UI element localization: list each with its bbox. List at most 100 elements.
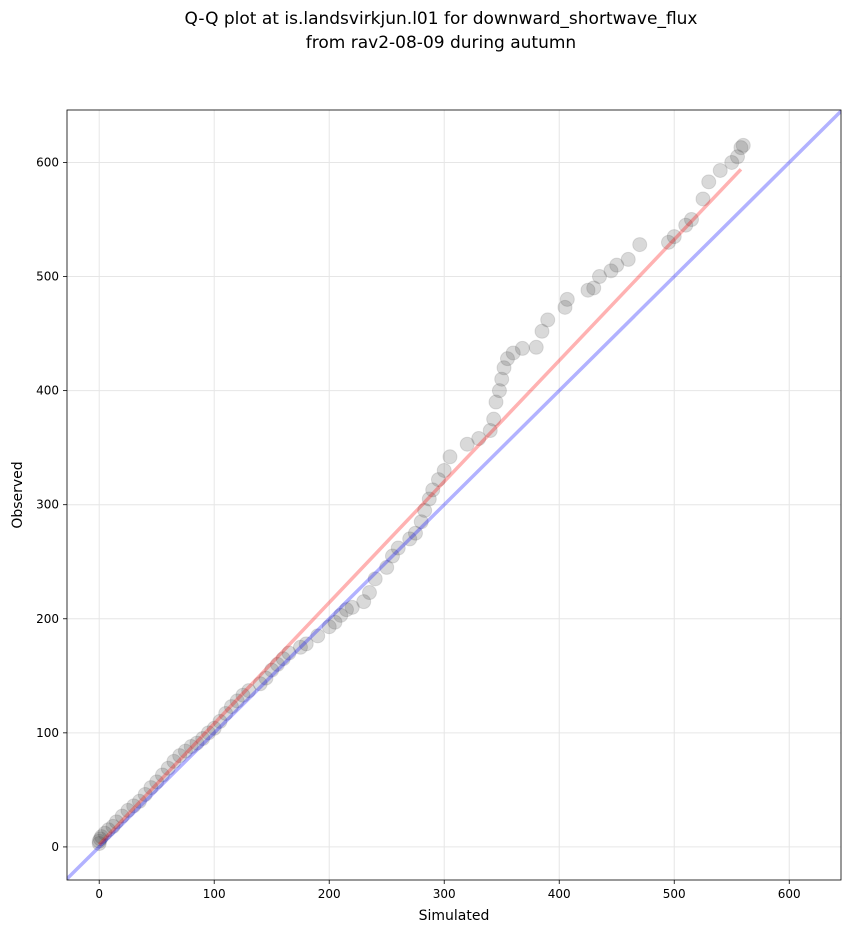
- y-tick-label: 400: [36, 384, 59, 398]
- point: [92, 831, 108, 847]
- point: [177, 743, 193, 759]
- y-tick-label: 200: [36, 612, 59, 626]
- point: [160, 760, 176, 776]
- point: [683, 212, 699, 228]
- point: [131, 793, 147, 809]
- reference-line: [67, 110, 841, 880]
- point: [149, 774, 165, 790]
- point: [310, 628, 326, 644]
- point: [97, 825, 113, 841]
- point: [189, 735, 205, 751]
- point: [108, 814, 124, 830]
- point: [402, 531, 418, 547]
- point: [298, 636, 314, 652]
- point: [436, 462, 452, 478]
- point: [695, 191, 711, 207]
- point: [281, 645, 297, 661]
- point: [172, 748, 188, 764]
- point: [143, 780, 159, 796]
- point: [496, 360, 512, 376]
- point: [223, 699, 239, 715]
- point: [421, 491, 437, 507]
- point: [559, 291, 575, 307]
- x-tick-label: 200: [318, 887, 341, 901]
- x-axis-label: Simulated: [419, 908, 490, 924]
- point: [540, 312, 556, 328]
- point: [269, 656, 285, 672]
- point: [499, 351, 515, 367]
- point: [482, 423, 498, 439]
- point: [660, 234, 676, 250]
- point: [733, 140, 749, 156]
- point: [275, 651, 291, 667]
- y-tick-label: 300: [36, 498, 59, 512]
- chart-subtitle: from rav2-08-09 during autumn: [306, 33, 576, 53]
- point: [407, 525, 423, 541]
- point: [252, 676, 268, 692]
- point: [488, 394, 504, 410]
- point: [425, 482, 441, 498]
- point: [724, 154, 740, 170]
- point: [183, 739, 199, 755]
- y-tick-label: 0: [51, 840, 59, 854]
- point: [678, 217, 694, 233]
- point: [361, 585, 377, 601]
- point: [609, 257, 625, 273]
- point: [200, 725, 216, 741]
- point: [632, 237, 648, 253]
- point: [384, 548, 400, 564]
- point: [580, 282, 596, 298]
- point: [591, 269, 607, 285]
- point: [166, 753, 182, 769]
- point: [292, 639, 308, 655]
- point: [471, 431, 487, 447]
- point: [333, 607, 349, 623]
- plot-area: [67, 110, 841, 880]
- point: [701, 174, 717, 190]
- point: [735, 137, 751, 153]
- point: [534, 323, 550, 339]
- x-tick-label: 600: [778, 887, 801, 901]
- point: [491, 383, 507, 399]
- point: [413, 514, 429, 530]
- point: [494, 371, 510, 387]
- point: [91, 833, 107, 849]
- point: [417, 502, 433, 518]
- x-tick-label: 0: [95, 887, 103, 901]
- point: [100, 822, 116, 838]
- point: [430, 472, 446, 488]
- point: [459, 436, 475, 452]
- x-tick-label: 400: [548, 887, 571, 901]
- chart-title: Q-Q plot at is.landsvirkjun.l01 for down…: [185, 9, 698, 29]
- point: [154, 767, 170, 783]
- y-tick-label: 500: [36, 270, 59, 284]
- point: [120, 802, 136, 818]
- point: [338, 602, 354, 618]
- point: [114, 808, 130, 824]
- point: [390, 540, 406, 556]
- point: [712, 162, 728, 178]
- point: [321, 619, 337, 635]
- point: [729, 149, 745, 165]
- x-tick-label: 300: [433, 887, 456, 901]
- point: [137, 786, 153, 802]
- point: [241, 683, 257, 699]
- point: [356, 594, 372, 610]
- point: [126, 798, 142, 814]
- y-tick-label: 600: [36, 155, 59, 169]
- point: [105, 818, 121, 834]
- point: [258, 670, 274, 686]
- x-tick-label: 500: [663, 887, 686, 901]
- point: [206, 720, 222, 736]
- point: [94, 829, 110, 845]
- point: [235, 687, 251, 703]
- point: [442, 449, 458, 465]
- point: [327, 614, 343, 630]
- point: [91, 835, 107, 851]
- axes-frame: [66, 109, 842, 881]
- reference-line: [97, 168, 743, 846]
- point: [212, 713, 228, 729]
- point: [367, 571, 383, 587]
- point: [603, 263, 619, 279]
